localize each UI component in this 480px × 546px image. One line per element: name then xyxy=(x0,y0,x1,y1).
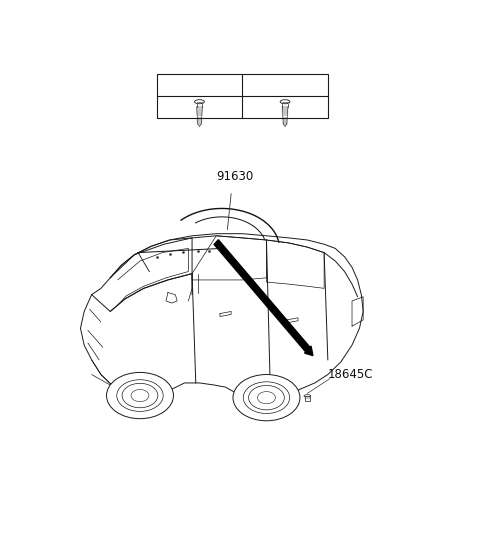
Ellipse shape xyxy=(304,395,311,397)
Text: 1243AB: 1243AB xyxy=(261,78,310,91)
Text: 91630: 91630 xyxy=(216,170,253,183)
Ellipse shape xyxy=(122,383,158,408)
Ellipse shape xyxy=(243,382,289,413)
Text: 12203: 12203 xyxy=(180,78,219,91)
Text: 18645C: 18645C xyxy=(328,368,373,381)
Ellipse shape xyxy=(194,100,204,104)
FancyArrow shape xyxy=(214,240,313,355)
Ellipse shape xyxy=(280,100,290,104)
Bar xyxy=(305,396,310,401)
Ellipse shape xyxy=(107,372,173,419)
Ellipse shape xyxy=(233,375,300,421)
Bar xyxy=(156,74,328,118)
Ellipse shape xyxy=(131,389,149,402)
Ellipse shape xyxy=(258,391,276,403)
Ellipse shape xyxy=(249,385,284,410)
Ellipse shape xyxy=(117,379,163,411)
